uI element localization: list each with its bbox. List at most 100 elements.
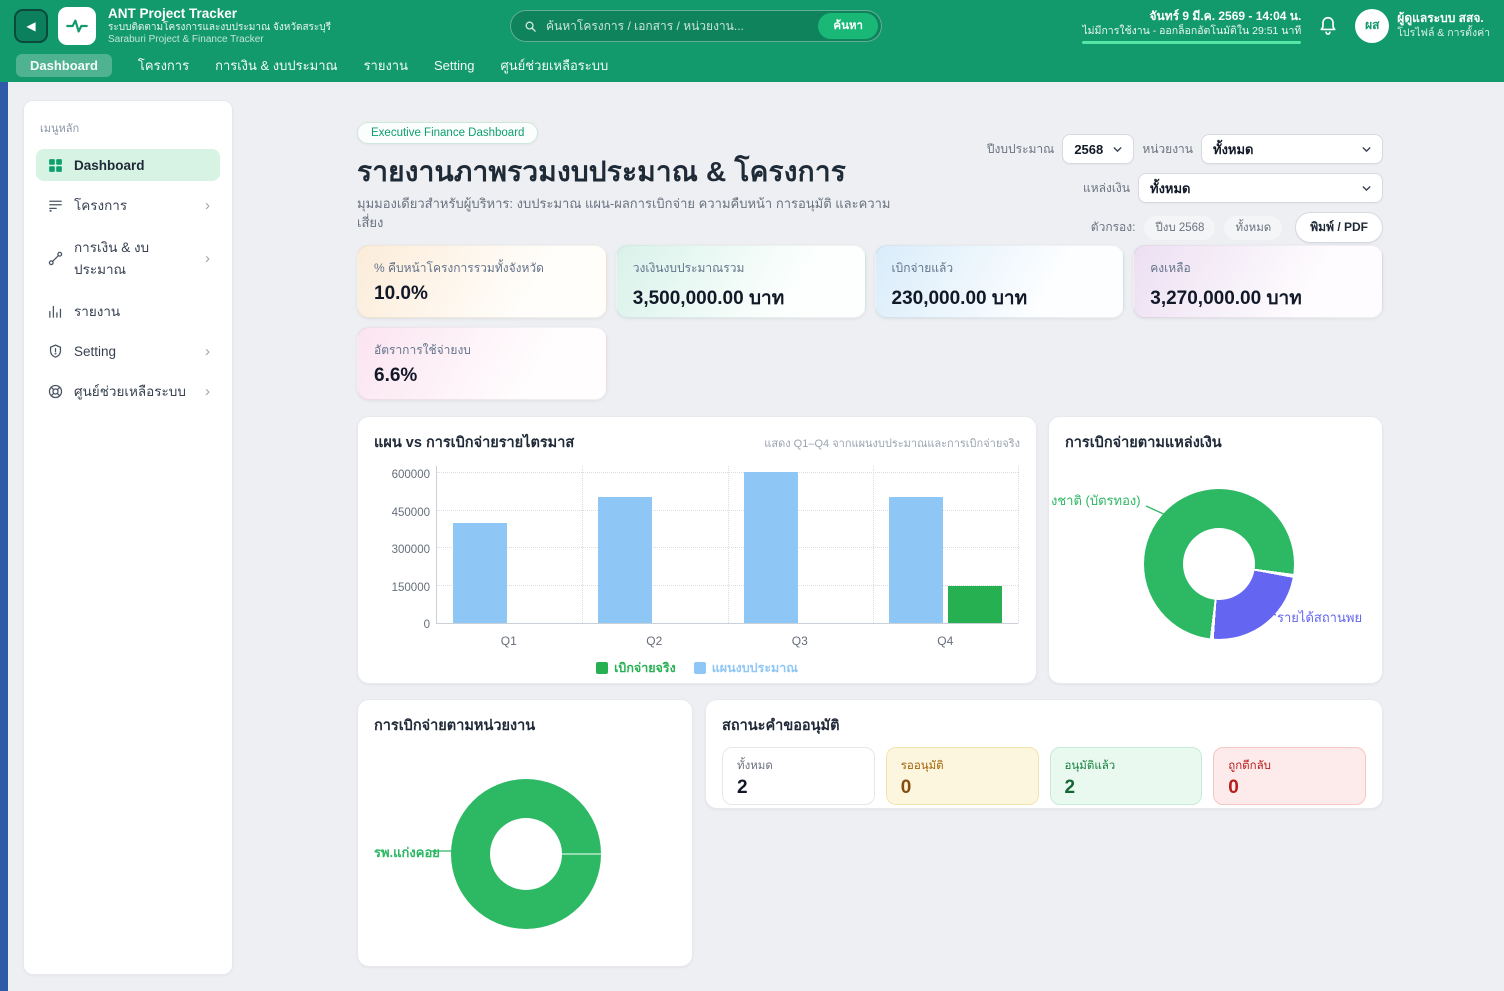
plan-bar[interactable] bbox=[744, 472, 798, 623]
dashboard-grid-icon bbox=[46, 156, 64, 174]
page-subtitle: มุมมองเดียวสำหรับผู้บริหาร: งบประมาณ แผน… bbox=[357, 195, 897, 233]
search-icon bbox=[523, 19, 538, 34]
kpi-cards: % คืบหน้าโครงการรวมทั้งจังหวัด10.0%วงเงิ… bbox=[357, 245, 1383, 400]
plan-bar[interactable] bbox=[889, 497, 943, 623]
plan-bar[interactable] bbox=[598, 497, 652, 623]
x-axis-label: Q2 bbox=[582, 634, 728, 648]
sidebar-item-label: การเงิน & งบประมาณ bbox=[74, 236, 195, 280]
x-axis-label: Q4 bbox=[873, 634, 1019, 648]
legend-swatch bbox=[596, 662, 608, 674]
sidebar-item-projects[interactable]: โครงการ› bbox=[36, 187, 220, 223]
donut-leader-lines bbox=[1049, 417, 1382, 683]
tab-dashboard[interactable]: Dashboard bbox=[16, 54, 112, 77]
sidebar-item-label: ศูนย์ช่วยเหลือระบบ bbox=[74, 380, 195, 402]
legend-item[interactable]: เบิกจ่ายจริง bbox=[596, 658, 676, 678]
bar-group-Q1[interactable] bbox=[437, 466, 582, 623]
bar-chart-icon bbox=[46, 302, 64, 320]
bar-chart-title: แผน vs การเบิกจ่ายรายไตรมาส bbox=[374, 431, 574, 454]
bar-group-Q3[interactable] bbox=[728, 466, 873, 623]
legend-swatch bbox=[694, 662, 706, 674]
notification-bell-icon[interactable] bbox=[1317, 15, 1339, 37]
approval-stat-label: รออนุมัติ bbox=[901, 757, 1024, 775]
filters-panel: ปีงบประมาณ 2568 หน่วยงาน ทั้งหมด แหล่งเง… bbox=[987, 134, 1383, 243]
chevron-down-icon bbox=[1111, 143, 1124, 156]
app-subtitle-th: ระบบติดตามโครงการและงบประมาณ จังหวัดสระบ… bbox=[108, 22, 408, 34]
search-button[interactable]: ค้นหา bbox=[818, 13, 878, 39]
legend-item[interactable]: แผนงบประมาณ bbox=[694, 658, 798, 678]
tab-setting[interactable]: Setting bbox=[434, 58, 474, 73]
sidebar-item-reports[interactable]: รายงาน bbox=[36, 293, 220, 329]
donut-label: รายได้สถานพย bbox=[1277, 607, 1362, 628]
sidebar-item-help-center[interactable]: ศูนย์ช่วยเหลือระบบ› bbox=[36, 373, 220, 409]
agency-donut: รพ.แก่งคอย bbox=[358, 700, 692, 966]
session-status-text: ไม่มีการใช้งาน - ออกล็อกอัตโนมัติใน 29:5… bbox=[1082, 24, 1301, 38]
year-select[interactable]: 2568 bbox=[1062, 134, 1134, 164]
quarterly-chart-card: แผน vs การเบิกจ่ายรายไตรมาส แสดง Q1–Q4 จ… bbox=[357, 416, 1037, 684]
sidebar-item-finance[interactable]: การเงิน & งบประมาณ › bbox=[36, 229, 220, 287]
donut-label: งชาติ (บัตรทอง) bbox=[1051, 490, 1141, 511]
approval-stat: ถูกตีกลับ0 bbox=[1213, 747, 1366, 805]
donut-leader-lines bbox=[358, 700, 692, 966]
kpi-label: อัตราการใช้จ่ายงบ bbox=[374, 341, 590, 360]
tab-projects[interactable]: โครงการ bbox=[138, 55, 189, 76]
page-title: รายงานภาพรวมงบประมาณ & โครงการ bbox=[357, 154, 857, 190]
search-input[interactable] bbox=[546, 19, 810, 33]
print-pdf-button[interactable]: พิมพ์ / PDF bbox=[1295, 212, 1383, 243]
tab-finance[interactable]: การเงิน & งบประมาณ bbox=[215, 55, 337, 76]
sidebar-item-setting[interactable]: Setting› bbox=[36, 335, 220, 367]
datetime-text: จันทร์ 9 มี.ค. 2569 - 14:04 น. bbox=[1082, 8, 1301, 24]
approval-stat: รออนุมัติ0 bbox=[886, 747, 1039, 805]
user-menu[interactable]: ผส ผู้ดูแลระบบ สสจ. โปรไฟล์ & การตั้งค่า bbox=[1355, 9, 1490, 43]
sidebar-item-dashboard[interactable]: Dashboard bbox=[36, 149, 220, 181]
avatar[interactable]: ผส bbox=[1355, 9, 1389, 43]
source-filter-label: แหล่งเงิน bbox=[1083, 179, 1130, 198]
app-logo-icon bbox=[58, 7, 96, 45]
source-select[interactable]: ทั้งหมด bbox=[1138, 173, 1383, 203]
kpi-card-1: วงเงินงบประมาณรวม3,500,000.00 บาท bbox=[616, 245, 866, 318]
legend-label: เบิกจ่ายจริง bbox=[614, 658, 676, 678]
approval-stat-label: ทั้งหมด bbox=[737, 757, 860, 775]
approval-stats: ทั้งหมด2รออนุมัติ0อนุมัติแล้ว2ถูกตีกลับ0 bbox=[722, 747, 1366, 805]
filter-chip: ทั้งหมด bbox=[1223, 215, 1283, 241]
donut-label: รพ.แก่งคอย bbox=[374, 842, 440, 863]
agency-chart-card: การเบิกจ่ายตามหน่วยงาน รพ.แก่งคอย bbox=[357, 699, 693, 967]
bar-group-Q2[interactable] bbox=[582, 466, 727, 623]
kpi-card-0: % คืบหน้าโครงการรวมทั้งจังหวัด10.0% bbox=[357, 245, 607, 318]
sidebar-section-label: เมนูหลัก bbox=[40, 119, 220, 137]
user-name: ผู้ดูแลระบบ สสจ. bbox=[1397, 11, 1490, 27]
tab-reports[interactable]: รายงาน bbox=[364, 55, 408, 76]
year-filter-label: ปีงบประมาณ bbox=[987, 140, 1054, 159]
tab-help-center[interactable]: ศูนย์ช่วยเหลือระบบ bbox=[500, 55, 608, 76]
chevron-right-icon: › bbox=[205, 344, 210, 359]
bar-group-Q4[interactable] bbox=[873, 466, 1018, 623]
sidebar-item-label: โครงการ bbox=[74, 194, 195, 216]
bar-plot bbox=[436, 466, 1018, 624]
app-title: ANT Project Tracker bbox=[108, 6, 408, 22]
funding-source-chart-card: การเบิกจ่ายตามแหล่งเงิน งชาติ (บัตรทอง)ร… bbox=[1048, 416, 1383, 684]
user-subtitle: โปรไฟล์ & การตั้งค่า bbox=[1397, 27, 1490, 41]
plan-bar[interactable] bbox=[453, 523, 507, 623]
sidebar-item-label: Dashboard bbox=[74, 158, 210, 173]
approval-stat-value: 0 bbox=[1228, 777, 1351, 799]
chevron-right-icon: › bbox=[205, 251, 210, 266]
filter-chip: ปีงบ 2568 bbox=[1143, 215, 1216, 241]
kpi-value: 3,270,000.00 บาท bbox=[1150, 283, 1366, 313]
sidebar-item-label: รายงาน bbox=[74, 300, 210, 322]
kpi-value: 6.6% bbox=[374, 365, 590, 387]
bar-chart: 0150000300000450000600000Q1Q2Q3Q4 bbox=[374, 458, 1020, 652]
approval-status-card: สถานะคำขออนุมัติ ทั้งหมด2รออนุมัติ0อนุมั… bbox=[705, 699, 1383, 809]
kpi-label: เบิกจ่ายแล้ว bbox=[892, 259, 1108, 278]
left-edge-strip bbox=[0, 82, 8, 991]
session-info: จันทร์ 9 มี.ค. 2569 - 14:04 น. ไม่มีการใ… bbox=[1082, 8, 1301, 44]
back-button[interactable]: ◀ bbox=[14, 9, 48, 43]
kpi-value: 10.0% bbox=[374, 283, 590, 305]
link-nodes-icon bbox=[46, 249, 64, 267]
filter-chips: ปีงบ 2568 ทั้งหมด bbox=[1143, 215, 1283, 241]
kpi-label: วงเงินงบประมาณรวม bbox=[633, 259, 849, 278]
kpi-label: คงเหลือ bbox=[1150, 259, 1366, 278]
session-progress-bar bbox=[1082, 41, 1301, 44]
global-search[interactable]: ค้นหา bbox=[510, 10, 882, 42]
actual-bar[interactable] bbox=[948, 586, 1002, 624]
legend-label: แผนงบประมาณ bbox=[712, 658, 798, 678]
agency-select[interactable]: ทั้งหมด bbox=[1201, 134, 1383, 164]
